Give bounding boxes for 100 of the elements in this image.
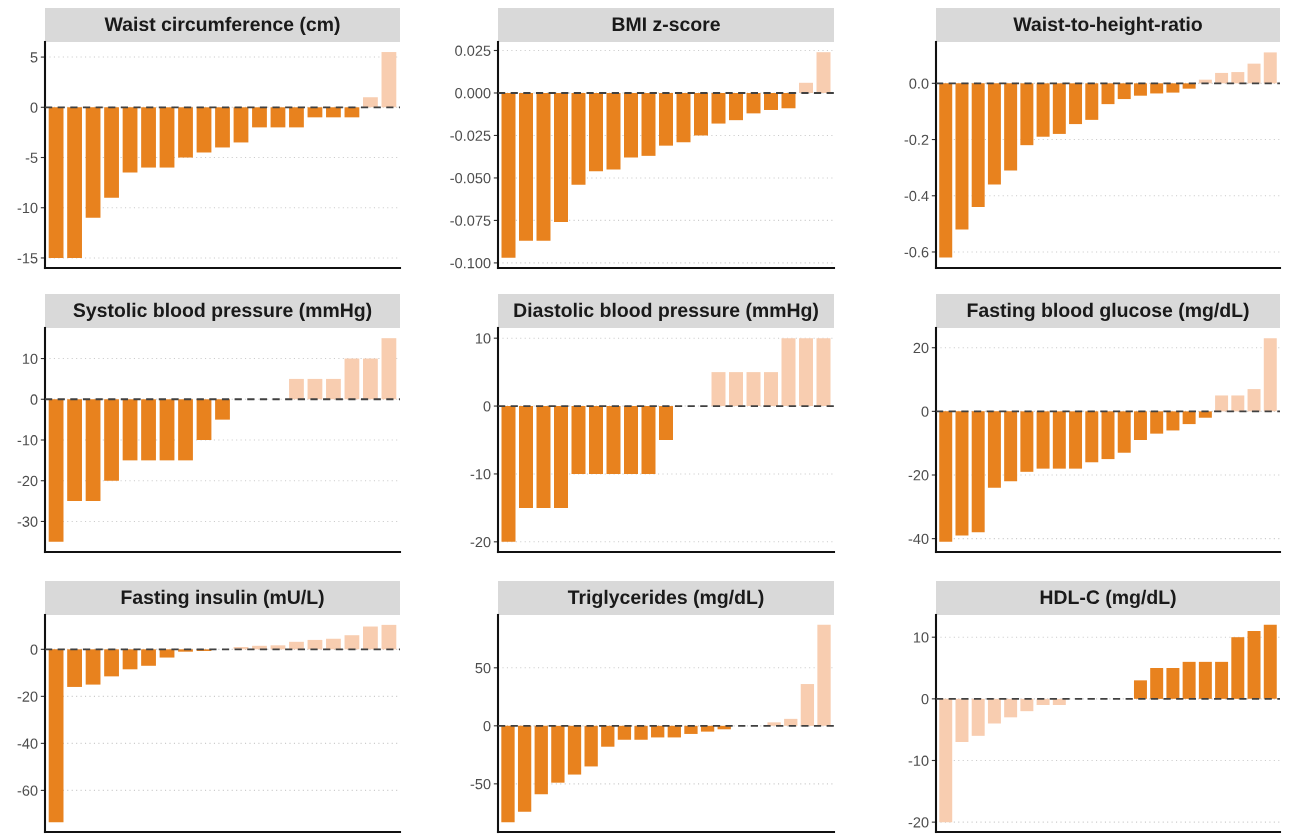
y-tick-label: -20: [17, 475, 38, 487]
y-tick-label: -20: [470, 536, 491, 548]
bar: [85, 399, 101, 502]
bar: [971, 83, 985, 207]
y-tick-label: 0.0: [909, 78, 929, 89]
bar: [270, 107, 286, 128]
bar: [1215, 72, 1229, 84]
bar: [1247, 389, 1261, 412]
y-tick-label: 0: [30, 644, 38, 655]
bar: [551, 725, 565, 783]
bar: [1133, 83, 1147, 96]
bar: [141, 649, 156, 666]
y-tick-label: 0: [30, 394, 38, 405]
y-tick-label: -60: [17, 785, 38, 796]
bar: [939, 698, 953, 823]
chart-title: Waist-to-height-ratio: [1013, 16, 1202, 36]
bar: [1069, 83, 1083, 125]
bar: [344, 358, 360, 400]
bar: [764, 92, 778, 110]
bar: [307, 378, 323, 400]
bar: [711, 372, 726, 407]
y-tick-label: 0: [30, 102, 38, 113]
bar: [659, 92, 673, 146]
bar: [567, 725, 582, 775]
bar: [971, 698, 985, 736]
bar: [48, 399, 64, 542]
bar: [501, 406, 516, 542]
bar: [971, 411, 985, 533]
bar: [746, 372, 761, 407]
bar: [816, 52, 831, 93]
bar: [634, 725, 648, 740]
bar: [1020, 698, 1034, 712]
y-tick-label: -10: [17, 202, 38, 214]
bar: [1263, 338, 1277, 412]
bar: [939, 83, 953, 258]
bar: [141, 399, 156, 461]
bar: [1004, 83, 1018, 171]
bar: [519, 92, 533, 241]
bar: [589, 92, 603, 172]
bar: [746, 92, 761, 114]
bar: [536, 406, 551, 508]
bar: [799, 82, 813, 93]
bar: [159, 399, 175, 461]
bar: [711, 92, 726, 124]
chart-title: Systolic blood pressure (mmHg): [73, 302, 372, 322]
bar: [700, 725, 715, 732]
bar: [517, 725, 532, 812]
bar: [1263, 624, 1277, 699]
y-tick-label: 0: [483, 720, 491, 732]
bar: [159, 649, 175, 658]
chart-title: Fasting insulin (mU/L): [121, 589, 324, 609]
bar: [764, 372, 778, 407]
y-tick-label: -50: [470, 778, 491, 790]
bar: [781, 338, 796, 407]
bar: [1036, 83, 1050, 137]
bar: [1117, 83, 1131, 100]
y-tick-label: 0: [921, 693, 929, 705]
bar: [178, 399, 193, 461]
bar: [554, 406, 568, 508]
chart-title: HDL-C (mg/dL): [1040, 589, 1176, 609]
bar: [1004, 411, 1018, 482]
bar: [624, 406, 638, 474]
bar: [289, 107, 304, 128]
y-tick-label: 0.025: [455, 45, 491, 56]
bar: [1182, 661, 1196, 699]
bar: [104, 649, 119, 677]
bar: [800, 684, 815, 726]
bar: [1166, 668, 1180, 699]
chart-title: Triglycerides (mg/dL): [567, 589, 764, 609]
y-tick-label: -20: [908, 817, 929, 828]
bar: [381, 338, 397, 400]
bar: [1198, 661, 1212, 699]
bar: [159, 107, 175, 168]
y-tick-label: -0.2: [904, 134, 929, 145]
bar: [1166, 411, 1180, 431]
y-tick-label: -20: [17, 691, 38, 702]
bar: [624, 92, 638, 158]
bar: [1069, 411, 1083, 469]
bar: [617, 725, 632, 740]
bar: [1231, 395, 1245, 412]
bar: [1101, 411, 1115, 460]
bar: [729, 92, 743, 121]
bar: [534, 725, 548, 795]
y-tick-label: -0.075: [450, 215, 491, 226]
bar: [104, 399, 119, 481]
chart-title: Fasting blood glucose (mg/dL): [967, 302, 1249, 322]
bar: [1133, 411, 1147, 440]
bar: [601, 725, 615, 747]
bar: [536, 92, 551, 241]
bar: [1101, 83, 1115, 105]
bar: [1231, 72, 1245, 84]
bar: [641, 92, 656, 156]
y-tick-label: -15: [17, 253, 38, 264]
y-tick-label: 0: [921, 406, 929, 417]
bar: [104, 107, 119, 198]
bar: [196, 399, 212, 440]
bar: [215, 399, 230, 420]
y-tick-label: 5: [30, 52, 38, 63]
bar: [684, 725, 698, 734]
y-tick-label: -0.050: [450, 173, 491, 184]
